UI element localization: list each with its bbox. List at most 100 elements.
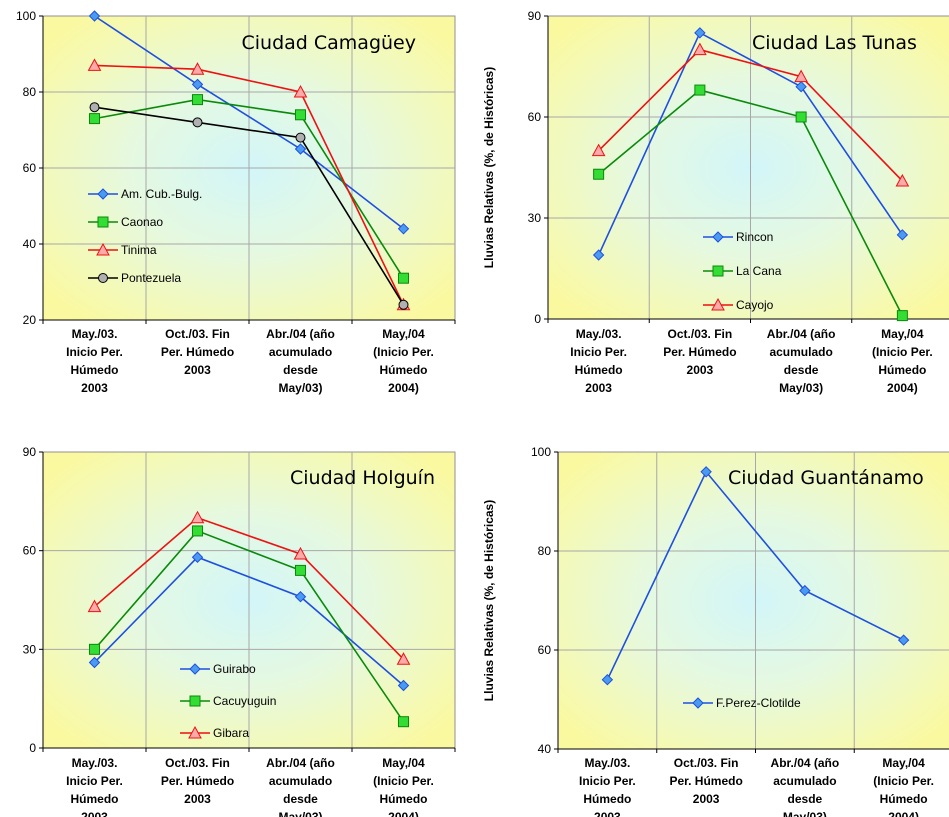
y-tick-label: 0 [534,312,541,326]
legend-label: Guirabo [213,662,256,676]
y-tick-label: 30 [528,211,542,225]
data-point [795,111,807,123]
data-point [293,546,308,560]
data-point [190,62,205,75]
data-point [398,716,409,728]
x-tick-label: Abr./04 (año acumulado desde May/03) [266,756,335,817]
data-point [87,58,102,71]
data-point [89,113,100,125]
data-point [88,656,101,669]
legend-marker [188,725,202,739]
data-point [295,564,306,576]
x-tick-label: Abr./04 (año acumulado desde May/03) [767,327,836,395]
data-point [87,599,102,613]
x-tick-label: May./03. Inicio Per. Húmedo 2003 [66,756,123,817]
legend-label: F.Perez-Clotilde [716,696,801,710]
legend-marker [712,231,724,243]
data-point [89,643,100,655]
x-tick-label: Oct./03. Fin Per. Húmedo 2003 [663,327,736,377]
chart-panel-4: 40 60 80 100 May./03. Inicio Per. Húmedo 2003 Oc… [482,445,949,817]
y-tick-label: 30 [23,642,37,656]
data-point [795,80,807,93]
data-point [694,27,706,39]
data-point [398,299,409,310]
series-line-cacuyuguin [93,529,405,723]
series-line-f-perez-clotilde [606,470,904,681]
legend-label: Tinima [121,243,157,257]
series-line-cayojo [598,48,903,182]
legend-marker [189,695,201,707]
x-tick-label: Oct./03. Fin Per. Húmedo 2003 [161,756,234,806]
data-point [694,84,706,96]
data-point [593,168,605,180]
data-point [897,634,910,646]
legend-label: Rincon [736,230,773,244]
series-line-pontezuela [94,106,405,306]
series-line-tinima [94,64,405,306]
data-point [396,652,411,665]
data-point [192,117,203,128]
legend-marker [98,273,108,283]
x-tick-label: May,/04 (Inicio Per. Húmedo 2004) [873,756,934,817]
legend-marker [712,265,724,277]
chart-panel-2: 0 30 60 90 May./03. Inicio Per. Húmedo 2003 Oct.… [482,9,949,395]
chart-panel-3: 0 30 60 90 May./03. Inicio Per. Húmedo 2003 Oct.… [23,445,456,817]
data-point [192,94,203,106]
x-tick-label: May./03. Inicio Per. Húmedo 2003 [570,327,627,395]
y-tick-label: 100 [16,9,36,23]
series-line-caonao [94,98,405,279]
legend-label: Cayojo [736,298,774,312]
y-tick-label: 60 [23,544,37,558]
data-point [89,102,100,113]
y-tick-label: 40 [23,237,37,251]
y-tick-label: 60 [538,643,552,657]
legend-marker [692,697,704,709]
legend-label: Pontezuela [121,271,181,285]
series-line-am-cub-bulg- [94,15,404,230]
data-point [799,584,811,597]
legend-label: Cacuyuguin [213,694,276,708]
y-tick-label: 20 [23,313,37,327]
y-tick-label: 60 [528,110,542,124]
legend-marker [96,242,110,256]
data-point [191,551,204,563]
data-point [895,173,910,187]
y-tick-label: 0 [29,741,36,755]
chart-title: Ciudad Guantánamo [728,467,924,489]
chart-title: Ciudad Holguín [290,467,435,489]
data-point [295,109,306,121]
legend-label: Gibara [213,726,249,740]
data-point [191,78,204,91]
y-axis-title: Lluvias Relativas (%, de Históricas) [482,67,496,268]
y-tick-label: 60 [23,161,37,175]
data-point [294,143,307,155]
legend-marker [711,297,725,311]
data-point [295,132,306,143]
data-point [601,673,614,686]
data-point [693,42,707,56]
series-line-rincon [597,31,904,256]
legend-label: Am. Cub.-Bulg. [121,187,202,201]
y-tick-label: 80 [538,544,552,558]
x-tick-label: Oct./03. Fin Per. Húmedo 2003 [161,327,234,377]
data-point [794,69,808,83]
x-tick-label: May./03. Inicio Per. Húmedo 2003 [66,327,123,395]
x-tick-label: Oct./03. Fin Per. Húmedo 2003 [669,756,742,806]
y-axis-title: Lluvias Relativas (%, de Históricas) [482,500,496,701]
data-point [88,10,101,22]
series-line-la-cana [598,89,904,316]
legend-label: La Cana [736,264,782,278]
data-point [192,525,203,537]
x-tick-label: May,/04 (Inicio Per. Húmedo 2004) [373,756,434,817]
data-point [896,229,909,241]
x-tick-label: May./03. Inicio Per. Húmedo 2003 [579,756,636,817]
y-tick-label: 40 [538,742,552,756]
y-tick-label: 90 [23,445,37,459]
series-line-guirabo [93,556,405,687]
legend-marker [189,663,201,675]
legend-marker [97,188,109,200]
data-point [293,84,308,98]
x-tick-label: Abr./04 (año acumulado desde May/03) [266,327,335,395]
y-tick-label: 80 [23,85,37,99]
